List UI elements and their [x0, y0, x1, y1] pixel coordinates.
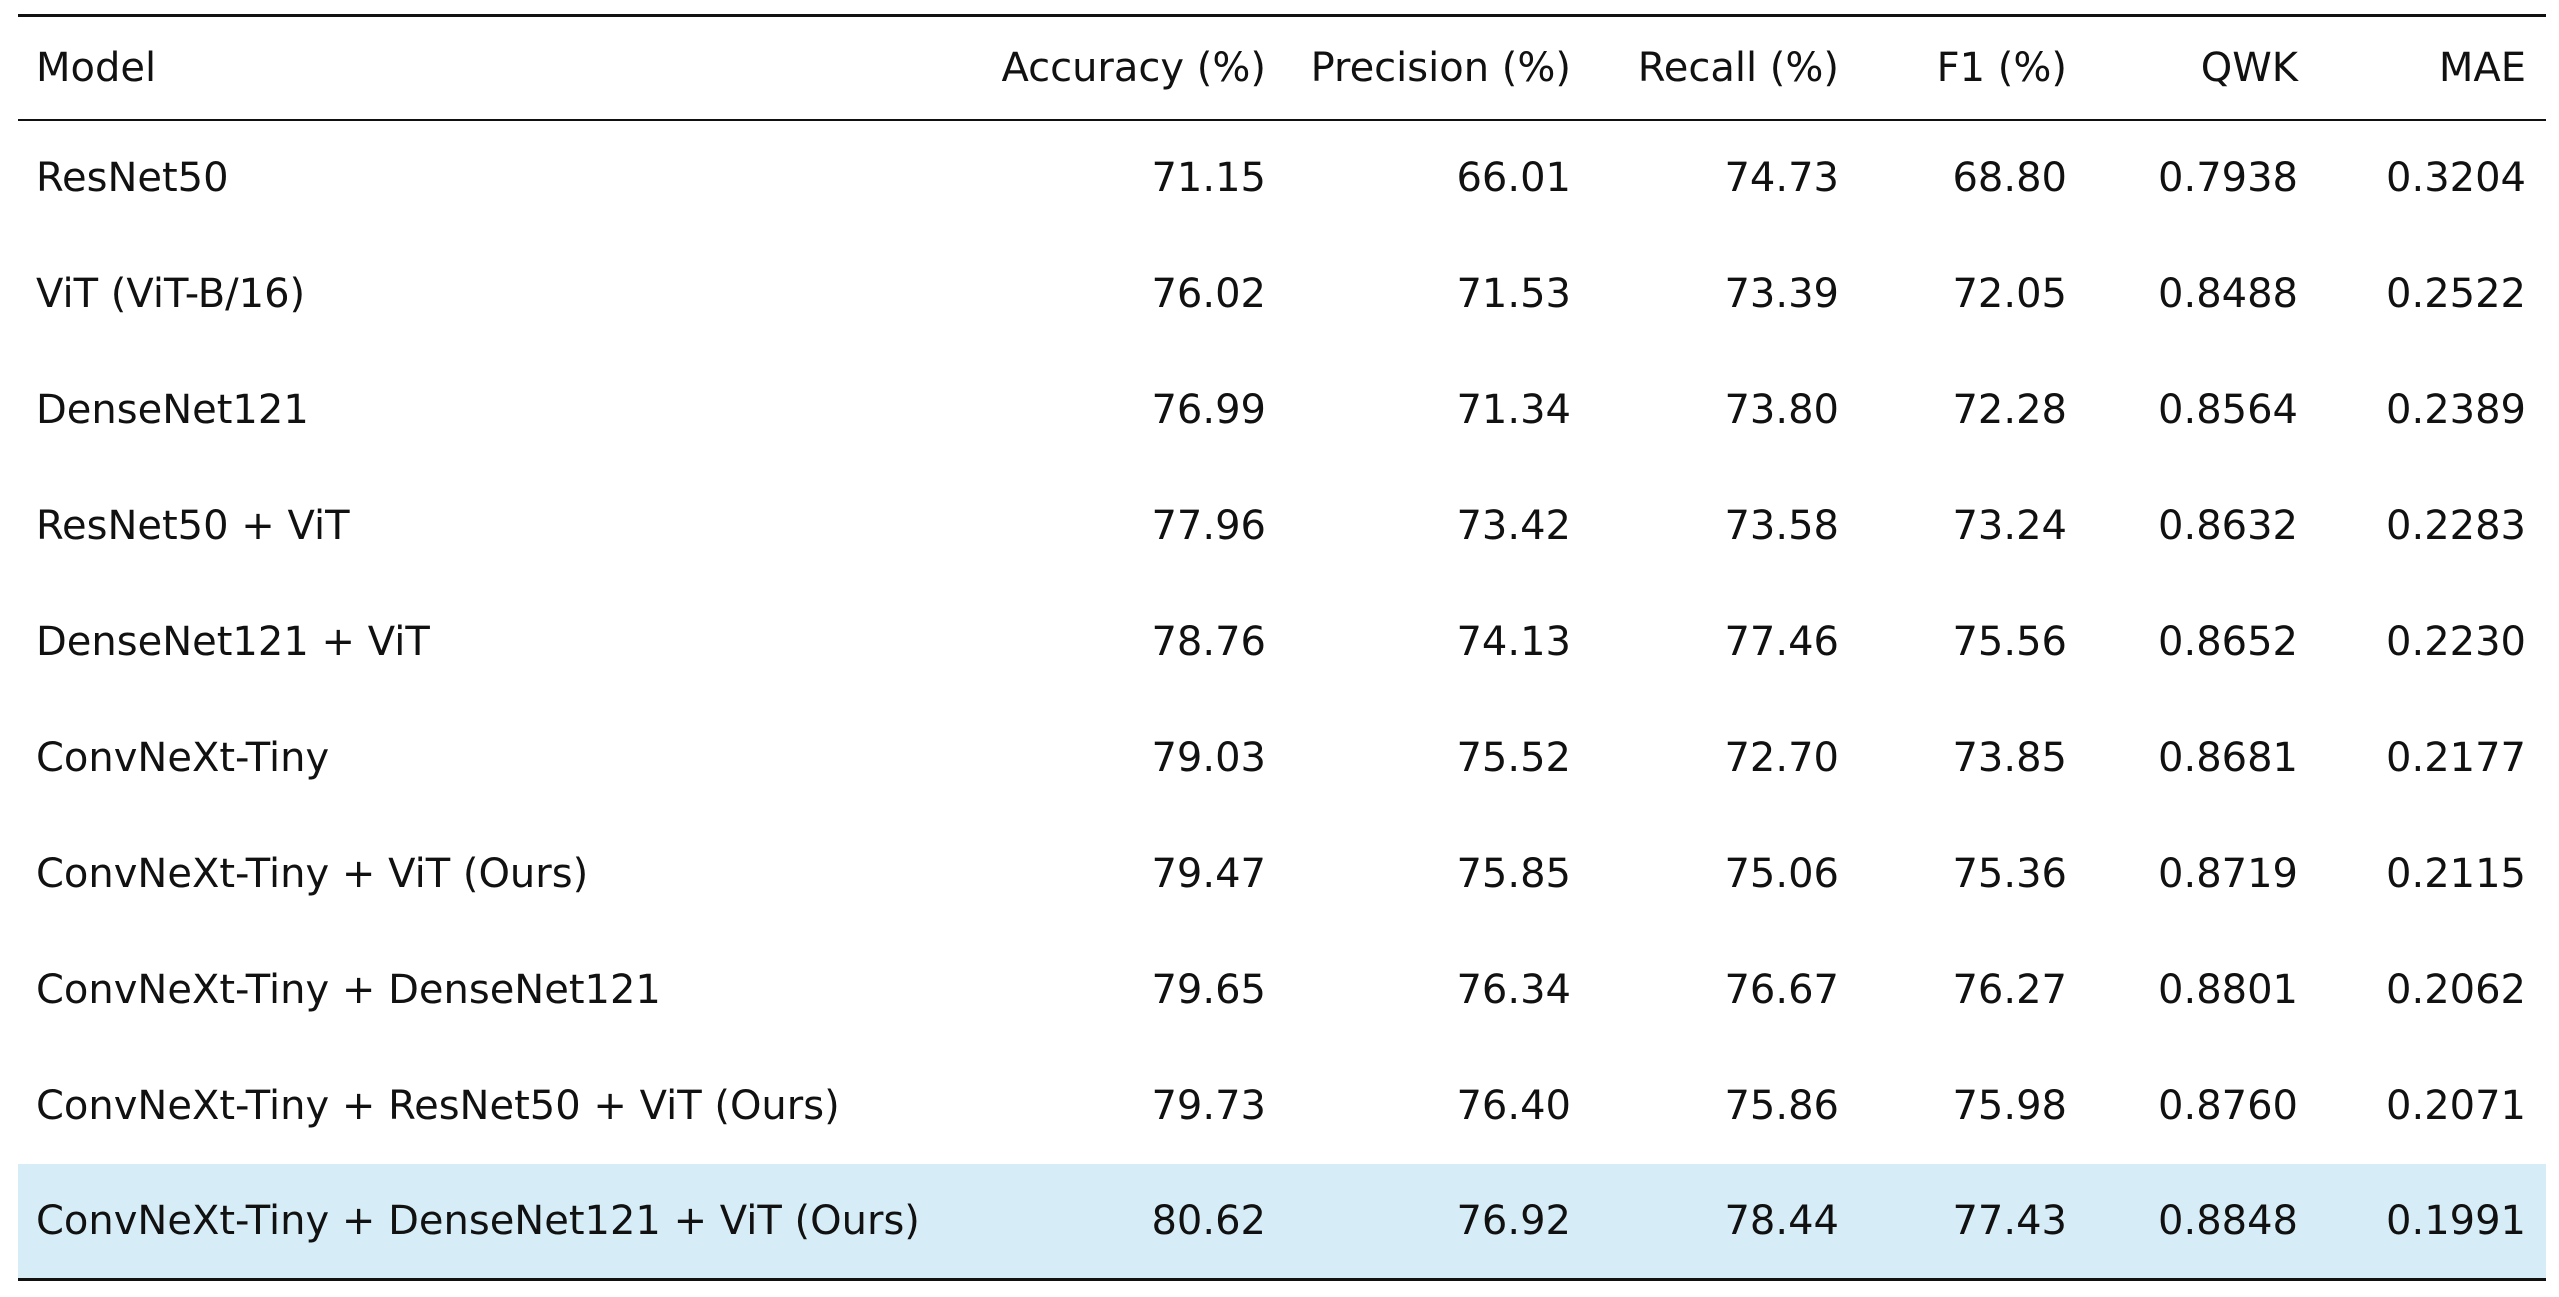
cell-f1: 68.80 — [1952, 155, 2067, 201]
cell-precision: 75.52 — [1456, 734, 1571, 781]
cell-accuracy: 78.76 — [1151, 618, 1266, 665]
cell-precision: 74.13 — [1456, 618, 1571, 665]
cell-recall: 77.46 — [1724, 618, 1839, 665]
cell-qwk: 0.8801 — [2158, 966, 2298, 1013]
cell-mae: 0.2062 — [2386, 966, 2526, 1013]
cell-mae: 0.2389 — [2386, 386, 2526, 433]
cell-precision: 76.34 — [1456, 966, 1571, 1013]
cell-recall: 76.67 — [1724, 966, 1839, 1013]
header-qwk: QWK — [2200, 44, 2298, 91]
cell-recall: 74.73 — [1724, 155, 1839, 201]
cell-qwk: 0.8488 — [2158, 270, 2298, 317]
cell-precision: 71.53 — [1456, 270, 1571, 317]
cell-model: ConvNeXt-Tiny + ResNet50 + ViT (Ours) — [36, 1082, 840, 1129]
table-header: Model Accuracy (%) Precision (%) Recall … — [18, 15, 2546, 120]
cell-accuracy: 80.62 — [1151, 1197, 1266, 1244]
results-table-container: Model Accuracy (%) Precision (%) Recall … — [18, 14, 2546, 1281]
cell-qwk: 0.8652 — [2158, 618, 2298, 665]
cell-mae: 0.1991 — [2386, 1197, 2526, 1244]
cell-qwk: 0.8719 — [2158, 850, 2298, 897]
table-row-highlighted: ConvNeXt-Tiny + DenseNet121 + ViT (Ours)… — [18, 1163, 2546, 1280]
cell-accuracy: 79.03 — [1151, 734, 1266, 781]
cell-f1: 76.27 — [1952, 966, 2067, 1013]
table-row: ResNet50 + ViT 77.96 73.42 73.58 73.24 0… — [18, 468, 2546, 584]
cell-model: DenseNet121 — [36, 386, 309, 433]
cell-f1: 73.24 — [1952, 502, 2067, 549]
cell-f1: 75.98 — [1952, 1082, 2067, 1129]
table-row: DenseNet121 76.99 71.34 73.80 72.28 0.85… — [18, 352, 2546, 468]
cell-f1: 75.36 — [1952, 850, 2067, 897]
cell-model: ResNet50 — [36, 155, 229, 201]
cell-recall: 73.58 — [1724, 502, 1839, 549]
cell-recall: 75.06 — [1724, 850, 1839, 897]
cell-accuracy: 79.47 — [1151, 850, 1266, 897]
cell-qwk: 0.8760 — [2158, 1082, 2298, 1129]
cell-recall: 73.80 — [1724, 386, 1839, 433]
table-row: ViT (ViT-B/16) 76.02 71.53 73.39 72.05 0… — [18, 236, 2546, 352]
cell-model: ConvNeXt-Tiny + DenseNet121 — [36, 966, 661, 1013]
header-model: Model — [36, 44, 157, 91]
cell-mae: 0.2283 — [2386, 502, 2526, 549]
cell-recall: 72.70 — [1724, 734, 1839, 781]
cell-precision: 76.92 — [1456, 1197, 1571, 1244]
cell-accuracy: 71.15 — [1151, 155, 1266, 201]
table-row: ConvNeXt-Tiny 79.03 75.52 72.70 73.85 0.… — [18, 700, 2546, 816]
cell-model: ConvNeXt-Tiny — [36, 734, 330, 781]
cell-qwk: 0.8564 — [2158, 386, 2298, 433]
cell-model: DenseNet121 + ViT — [36, 618, 430, 665]
cell-qwk: 0.8681 — [2158, 734, 2298, 781]
cell-recall: 78.44 — [1724, 1197, 1839, 1244]
cell-accuracy: 79.65 — [1151, 966, 1266, 1013]
cell-recall: 75.86 — [1724, 1082, 1839, 1129]
table-row: ConvNeXt-Tiny + ResNet50 + ViT (Ours) 79… — [18, 1048, 2546, 1164]
cell-accuracy: 77.96 — [1151, 502, 1266, 549]
cell-mae: 0.2115 — [2386, 850, 2526, 897]
cell-qwk: 0.8848 — [2158, 1197, 2298, 1244]
table-row: ConvNeXt-Tiny + DenseNet121 79.65 76.34 … — [18, 932, 2546, 1048]
table-row: ConvNeXt-Tiny + ViT (Ours) 79.47 75.85 7… — [18, 816, 2546, 932]
cell-precision: 71.34 — [1456, 386, 1571, 433]
cell-qwk: 0.7938 — [2158, 155, 2298, 201]
results-table: Model Accuracy (%) Precision (%) Recall … — [18, 14, 2546, 1281]
cell-model: ConvNeXt-Tiny + DenseNet121 + ViT (Ours) — [36, 1197, 920, 1244]
table-row: ResNet50 71.15 66.01 74.73 68.80 0.7938 … — [18, 120, 2546, 236]
cell-recall: 73.39 — [1724, 270, 1839, 317]
header-row: Model Accuracy (%) Precision (%) Recall … — [18, 15, 2546, 120]
cell-precision: 76.40 — [1456, 1082, 1571, 1129]
header-accuracy: Accuracy (%) — [1001, 44, 1266, 91]
table-body: ResNet50 71.15 66.01 74.73 68.80 0.7938 … — [18, 120, 2546, 1280]
cell-mae: 0.2230 — [2386, 618, 2526, 665]
cell-f1: 73.85 — [1952, 734, 2067, 781]
header-f1: F1 (%) — [1936, 44, 2067, 91]
cell-model: ConvNeXt-Tiny + ViT (Ours) — [36, 850, 589, 897]
cell-f1: 72.05 — [1952, 270, 2067, 317]
table-row: DenseNet121 + ViT 78.76 74.13 77.46 75.5… — [18, 584, 2546, 700]
cell-model: ViT (ViT-B/16) — [36, 270, 306, 317]
cell-accuracy: 76.99 — [1151, 386, 1266, 433]
cell-model: ResNet50 + ViT — [36, 502, 350, 549]
cell-precision: 73.42 — [1456, 502, 1571, 549]
cell-f1: 77.43 — [1952, 1197, 2067, 1244]
cell-f1: 75.56 — [1952, 618, 2067, 665]
cell-accuracy: 79.73 — [1151, 1082, 1266, 1129]
cell-accuracy: 76.02 — [1151, 270, 1266, 317]
cell-qwk: 0.8632 — [2158, 502, 2298, 549]
header-precision: Precision (%) — [1310, 44, 1571, 91]
cell-f1: 72.28 — [1952, 386, 2067, 433]
cell-mae: 0.2522 — [2386, 270, 2526, 317]
header-recall: Recall (%) — [1637, 44, 1839, 91]
cell-mae: 0.2071 — [2386, 1082, 2526, 1129]
cell-precision: 75.85 — [1456, 850, 1571, 897]
cell-mae: 0.3204 — [2386, 155, 2526, 201]
cell-precision: 66.01 — [1456, 155, 1571, 201]
header-mae: MAE — [2438, 44, 2526, 91]
cell-mae: 0.2177 — [2386, 734, 2526, 781]
